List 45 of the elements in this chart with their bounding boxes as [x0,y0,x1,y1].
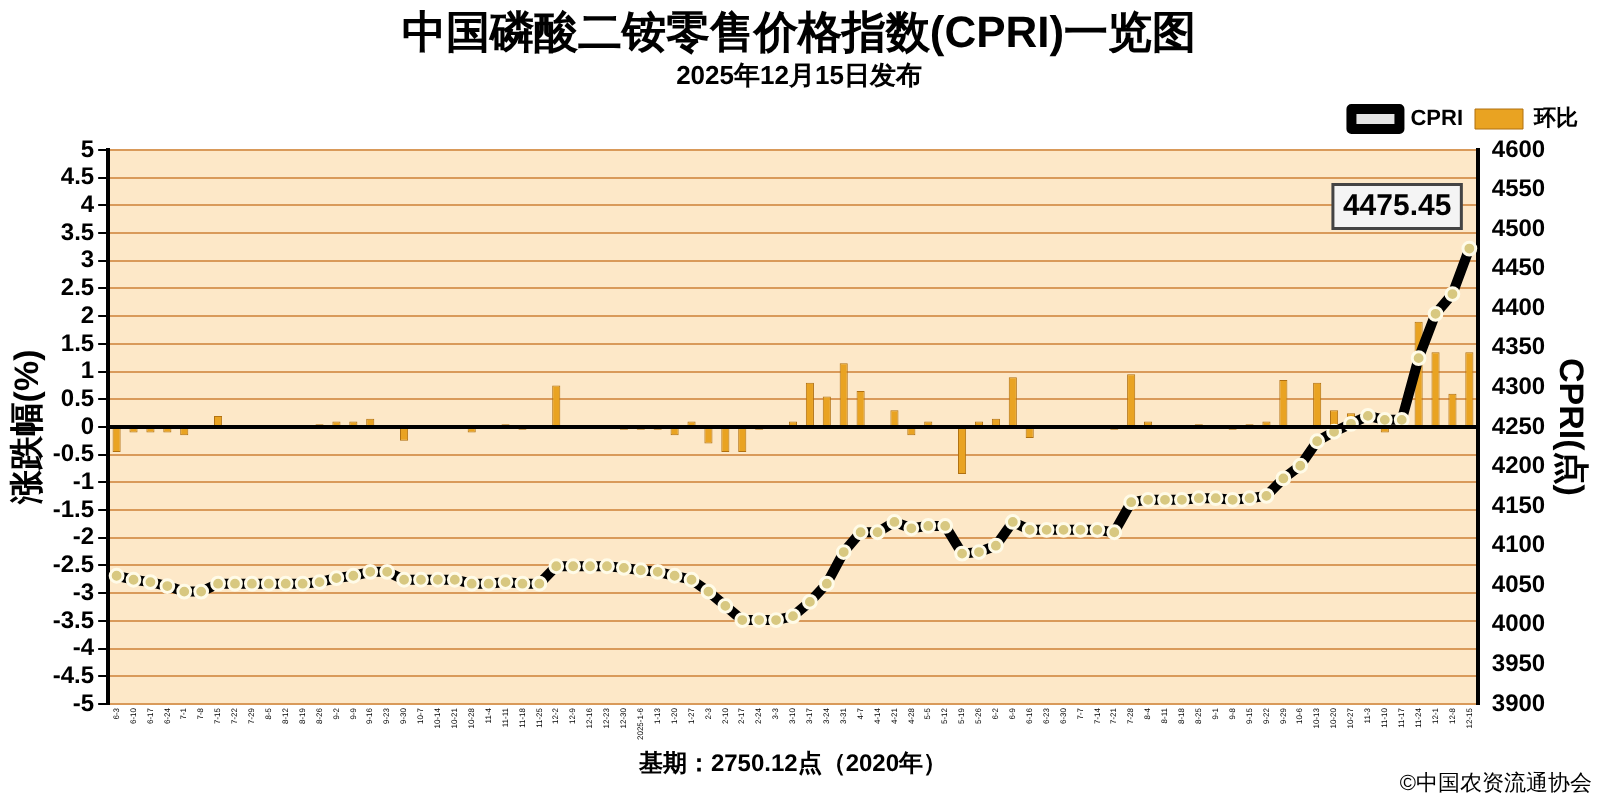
legend-label: CPRI [1410,107,1463,132]
y-tick-label: -2 [72,522,95,551]
y-tick-label: 2 [80,300,95,329]
y-tick-label: -4.5 [52,660,95,689]
y2-tick-label: 4500 [1491,213,1546,242]
y2-tick-label: 4450 [1491,253,1546,282]
y-tick-label: -3.5 [52,605,95,634]
y2-tick-label: 4600 [1491,134,1546,163]
y2-tick-label: 4200 [1491,451,1546,480]
legend-label: 环比 [1532,105,1578,132]
y-tick-label: -1 [72,467,95,496]
y2-tick-label: 4400 [1491,292,1546,321]
y-tick-label: 4.5 [60,162,95,191]
chart-title: 中国磷酸二铵零售价格指数(CPRI)一览图 [401,6,1197,57]
text: 基期：2750.12点（2020年） [636,748,948,777]
y-tick-label: 3.5 [60,217,95,246]
y2-tick-label: 4150 [1491,490,1546,519]
y2-tick-label: 4250 [1491,411,1546,440]
y-tick-label: -2.5 [52,550,95,579]
y-tick-label: 1.5 [60,328,95,357]
chart-subtitle: 2025年12月15日发布 [676,59,922,90]
y-tick-label: -0.5 [52,439,95,468]
y2-tick-label: 3900 [1491,688,1546,717]
y-tick-label: 1 [80,356,95,385]
y-tick-label: 5 [80,134,95,163]
y-tick-label: -3 [72,577,95,606]
y2-tick-label: 4550 [1491,174,1546,203]
text: ©中国农资流通协会 [1399,770,1592,797]
y2-tick-label: 3950 [1491,649,1546,678]
y-tick-label: -1.5 [52,494,95,523]
y-tick-label: -5 [72,688,95,717]
y-axis-title: 涨跌幅(%) [7,349,46,507]
y2-tick-label: 4000 [1491,609,1546,638]
y-tick-label: 4 [80,190,95,219]
data-label: 4475.45 [1342,188,1452,223]
y-tick-label: 2.5 [60,273,95,302]
y-tick-label: 0 [80,411,95,440]
y2-tick-label: 4300 [1491,372,1546,401]
y2-tick-label: 4100 [1491,530,1546,559]
y-tick-label: -4 [72,633,95,662]
y2-axis-title: CPRI(点) [1552,358,1591,496]
y-tick-label: 0.5 [60,383,95,412]
y-tick-label: 3 [80,245,95,274]
y2-tick-label: 4050 [1491,569,1546,598]
y2-tick-label: 4350 [1491,332,1546,361]
